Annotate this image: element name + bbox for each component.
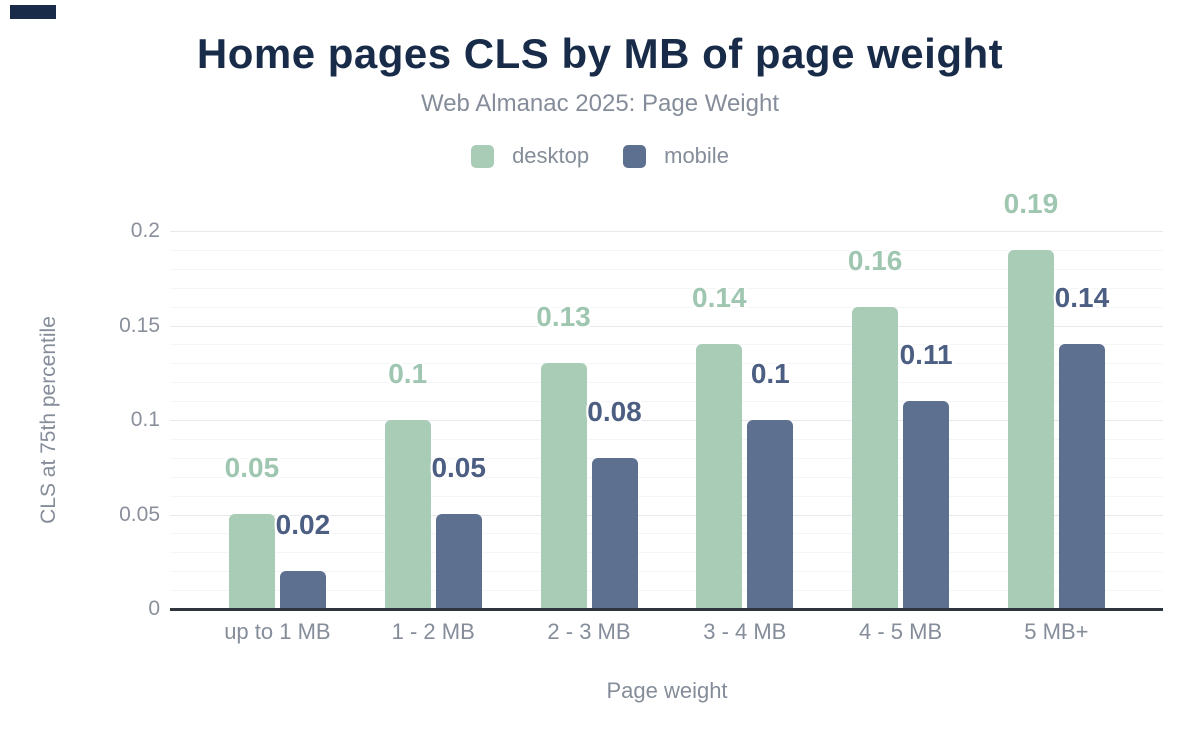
x-tick-up-to-1-mb: up to 1 MB [224, 619, 331, 644]
bar-value-label-desktop-4-5-mb: 0.16 [847, 245, 903, 276]
bar-value-label-desktop-2-3-mb: 0.13 [536, 301, 591, 332]
minor-gridline [170, 382, 1163, 384]
bar-value-label-mobile-5-mb: 0.14 [1054, 282, 1110, 313]
bar-desktop-2-3-mb[interactable] [540, 363, 587, 609]
y-tick-0.2: 0.2 [130, 219, 160, 242]
x-axis-title: Page weight [606, 678, 728, 703]
minor-gridline [170, 306, 1163, 308]
bar-desktop-5-mb[interactable] [1007, 250, 1054, 609]
minor-gridline [170, 476, 1163, 478]
bar-mobile-4-5-mb[interactable] [903, 401, 950, 609]
minor-gridline [170, 495, 1163, 497]
minor-gridline [170, 571, 1163, 573]
bar-mobile-2-3-mb[interactable] [591, 458, 638, 609]
bar-desktop-up-to-1-mb[interactable] [228, 514, 275, 609]
corner-mark [10, 5, 56, 19]
major-gridline [170, 231, 1163, 232]
minor-gridline [170, 590, 1163, 592]
minor-gridline [170, 533, 1163, 535]
legend-label-mobile: mobile [664, 143, 729, 168]
major-gridline [170, 514, 1163, 516]
minor-gridline [170, 401, 1163, 403]
bar-value-label-desktop-up-to-1-mb: 0.05 [224, 452, 280, 483]
minor-gridline [170, 344, 1163, 346]
legend: desktop mobile [0, 142, 1200, 170]
x-tick-1-2-mb: 1 - 2 MB [391, 619, 475, 644]
major-gridline [170, 325, 1163, 327]
bar-desktop-3-4-mb[interactable] [696, 344, 743, 609]
bar-value-label-desktop-5-mb: 0.19 [1003, 188, 1059, 219]
x-tick-5-mb: 5 MB+ [1024, 619, 1089, 644]
bar-mobile-5-mb[interactable] [1058, 344, 1105, 609]
minor-gridline [170, 268, 1163, 270]
x-tick-3-4-mb: 3 - 4 MB [703, 619, 787, 644]
bar-value-label-mobile-1-2-mb: 0.05 [431, 452, 486, 483]
x-tick-4-5-mb: 4 - 5 MB [859, 619, 943, 644]
y-tick-0: 0 [148, 597, 160, 620]
bar-mobile-1-2-mb[interactable] [435, 514, 482, 609]
bar-mobile-up-to-1-mb[interactable] [279, 571, 326, 609]
bar-value-label-desktop-1-2-mb: 0.1 [388, 358, 428, 389]
bar-desktop-1-2-mb[interactable] [384, 420, 431, 609]
minor-gridline [170, 457, 1163, 459]
legend-label-desktop: desktop [512, 143, 590, 168]
minor-gridline [170, 552, 1163, 554]
x-tick-2-3-mb: 2 - 3 MB [547, 619, 631, 644]
y-axis-title: CLS at 75th percentile [37, 316, 60, 524]
x-axis-line [170, 608, 1163, 611]
mobile-swatch-icon [623, 144, 647, 168]
major-gridline [170, 420, 1163, 421]
legend-item-desktop[interactable]: desktop [471, 143, 589, 169]
minor-gridline [170, 249, 1163, 251]
chart-title: Home pages CLS by MB of page weight [196, 30, 1004, 77]
chart-subtitle: Web Almanac 2025: Page Weight [420, 90, 779, 117]
bar-desktop-4-5-mb[interactable] [852, 307, 899, 609]
y-tick-0.05: 0.05 [119, 502, 160, 526]
bar-value-label-mobile-4-5-mb: 0.11 [899, 339, 953, 370]
bar-value-label-mobile-3-4-mb: 0.1 [750, 358, 790, 389]
bar-value-label-desktop-3-4-mb: 0.14 [692, 282, 747, 313]
y-tick-0.15: 0.15 [119, 313, 160, 337]
y-tick-0.1: 0.1 [130, 408, 160, 431]
minor-gridline [170, 287, 1163, 289]
minor-gridline [170, 438, 1163, 440]
bar-value-label-mobile-2-3-mb: 0.08 [587, 396, 642, 427]
minor-gridline [170, 363, 1163, 365]
bar-mobile-3-4-mb[interactable] [747, 420, 794, 609]
desktop-swatch-icon [471, 144, 495, 168]
legend-item-mobile[interactable]: mobile [623, 143, 729, 169]
bar-value-label-mobile-up-to-1-mb: 0.02 [275, 509, 331, 540]
